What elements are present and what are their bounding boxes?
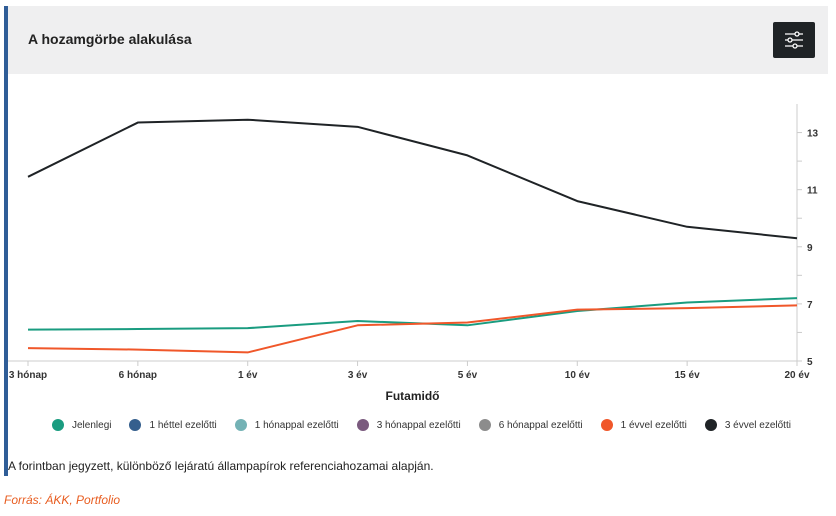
legend-label: Jelenlegi [72, 419, 112, 431]
x-tick-label: 3 év [348, 370, 368, 381]
legend-label: 1 héttel ezelőtti [149, 419, 217, 431]
legend-label: 3 évvel ezelőtti [724, 419, 791, 431]
source-line: Forrás: ÁKK, Portfolio [4, 493, 121, 507]
legend-swatch [356, 419, 369, 431]
y-ticks: 5 7 9 11 13 [797, 129, 819, 368]
x-tick-label: 10 év [565, 370, 590, 381]
legend-swatch [478, 419, 491, 431]
series-lines [27, 118, 798, 354]
legend-swatch [129, 419, 142, 431]
y-tick-label: 11 [807, 186, 818, 197]
x-tick-label: 15 év [675, 370, 700, 381]
legend-item[interactable]: 1 héttel ezelőtti [129, 419, 217, 431]
legend-swatch [234, 419, 247, 431]
legend-swatch [600, 419, 613, 431]
y-tick-label: 13 [807, 129, 819, 140]
legend-item[interactable]: 1 évvel ezelőtti [600, 419, 687, 431]
y-tick-label: 7 [807, 300, 813, 311]
x-tick-label: 6 hónap [119, 370, 157, 381]
series-line-6[interactable] [27, 118, 798, 240]
legend-swatch [704, 419, 717, 431]
x-ticks: 3 hónap 6 hónap 1 év 3 év 5 év 10 év 15 év 20 é… [9, 361, 810, 381]
legend-item[interactable]: 3 hónappal ezelőtti [356, 419, 461, 431]
chart-card: A hozamgörbe alakulása [4, 6, 828, 476]
sliders-icon [785, 31, 803, 49]
y-tick-label: 9 [807, 243, 813, 254]
legend-swatch [52, 419, 64, 431]
y-tick-label: 5 [807, 357, 813, 368]
legend: Jelenlegi 1 héttel ezelőtti 1 hónappal eze… [52, 419, 809, 431]
x-axis-title: Futamidő [386, 389, 440, 403]
x-tick-label: 1 év [238, 370, 258, 381]
legend-item[interactable]: 3 évvel ezelőtti [704, 419, 791, 431]
legend-item[interactable]: 6 hónappal ezelőtti [478, 419, 583, 431]
axes [8, 104, 798, 362]
x-tick-label: 20 év [784, 370, 809, 381]
legend-label: 1 évvel ezelőtti [620, 419, 687, 431]
chart-header: A hozamgörbe alakulása [8, 6, 828, 74]
legend-label: 3 hónappal ezelőtti [376, 419, 461, 431]
legend-label: 6 hónappal ezelőtti [498, 419, 583, 431]
x-tick-label: 3 hónap [9, 370, 47, 381]
filter-button[interactable] [773, 22, 815, 58]
x-tick-label: 5 év [458, 370, 478, 381]
footnote: A forintban jegyzett, különböző lejáratú… [8, 459, 434, 473]
series-line-5[interactable] [27, 304, 798, 354]
chart-title: A hozamgörbe alakulása [28, 31, 192, 47]
legend-label: 1 hónappal ezelőtti [254, 419, 339, 431]
accent-bar [4, 6, 8, 476]
legend-item[interactable]: 1 hónappal ezelőtti [234, 419, 339, 431]
legend-item[interactable]: Jelenlegi [52, 419, 111, 431]
